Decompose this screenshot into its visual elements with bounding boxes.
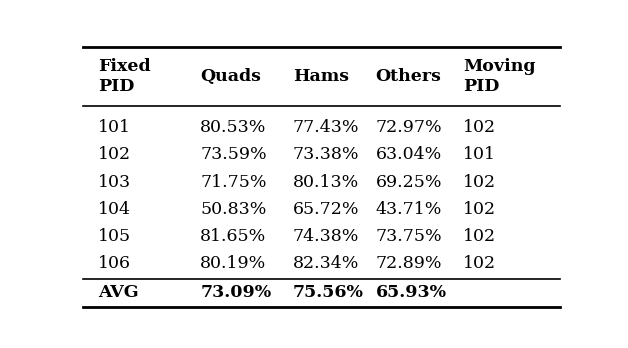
Text: 77.43%: 77.43% <box>293 119 359 136</box>
Text: 106: 106 <box>98 255 131 272</box>
Text: 73.75%: 73.75% <box>376 228 442 245</box>
Text: Quads: Quads <box>200 68 261 85</box>
Text: 101: 101 <box>98 119 131 136</box>
Text: 102: 102 <box>463 255 496 272</box>
Text: Fixed
PID: Fixed PID <box>98 58 151 95</box>
Text: 72.97%: 72.97% <box>376 119 442 136</box>
Text: 69.25%: 69.25% <box>376 174 442 191</box>
Text: 73.09%: 73.09% <box>200 284 271 301</box>
Text: 102: 102 <box>463 228 496 245</box>
Text: 102: 102 <box>463 174 496 191</box>
Text: 101: 101 <box>463 147 496 164</box>
Text: 80.19%: 80.19% <box>200 255 266 272</box>
Text: 102: 102 <box>463 119 496 136</box>
Text: 75.56%: 75.56% <box>293 284 364 301</box>
Text: 73.38%: 73.38% <box>293 147 359 164</box>
Text: 72.89%: 72.89% <box>376 255 442 272</box>
Text: 103: 103 <box>98 174 131 191</box>
Text: Hams: Hams <box>293 68 349 85</box>
Text: Others: Others <box>376 68 441 85</box>
Text: 104: 104 <box>98 201 131 218</box>
Text: 74.38%: 74.38% <box>293 228 359 245</box>
Text: 63.04%: 63.04% <box>376 147 441 164</box>
Text: 81.65%: 81.65% <box>200 228 266 245</box>
Text: 80.53%: 80.53% <box>200 119 266 136</box>
Text: 105: 105 <box>98 228 131 245</box>
Text: Moving
PID: Moving PID <box>463 58 536 95</box>
Text: 43.71%: 43.71% <box>376 201 441 218</box>
Text: 65.72%: 65.72% <box>293 201 359 218</box>
Text: AVG: AVG <box>98 284 139 301</box>
Text: 71.75%: 71.75% <box>200 174 267 191</box>
Text: 82.34%: 82.34% <box>293 255 359 272</box>
Text: 50.83%: 50.83% <box>200 201 266 218</box>
Text: 102: 102 <box>463 201 496 218</box>
Text: 102: 102 <box>98 147 131 164</box>
Text: 73.59%: 73.59% <box>200 147 267 164</box>
Text: 80.13%: 80.13% <box>293 174 359 191</box>
Text: 65.93%: 65.93% <box>376 284 447 301</box>
